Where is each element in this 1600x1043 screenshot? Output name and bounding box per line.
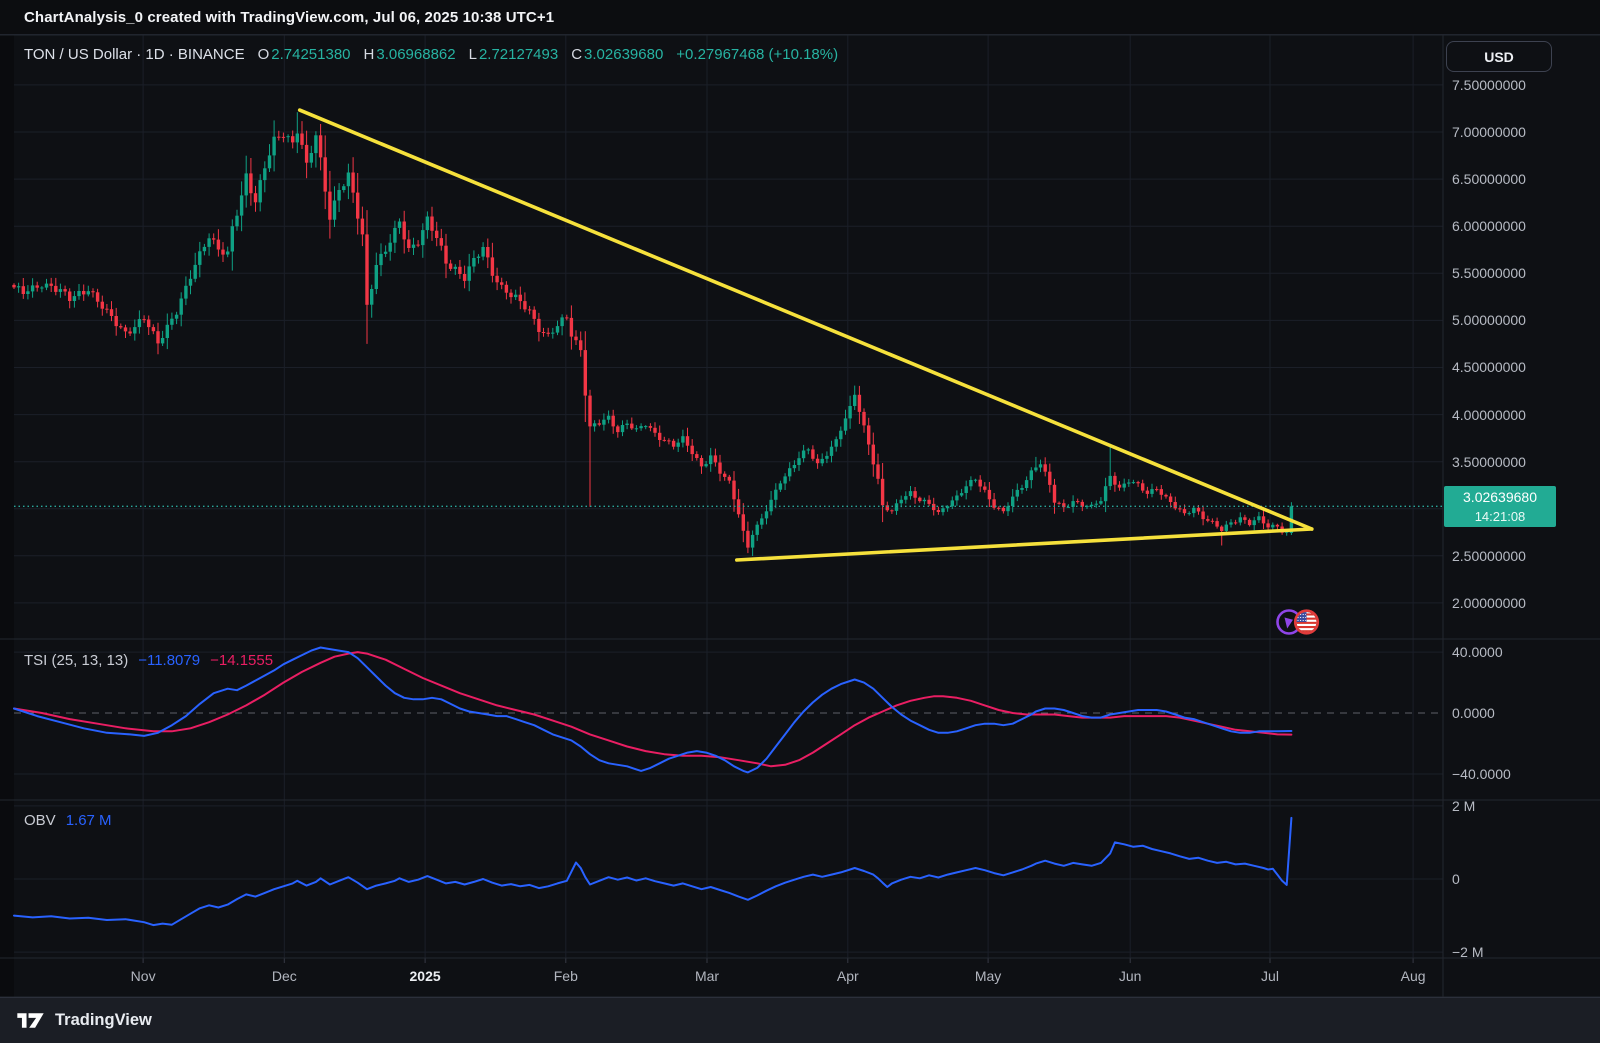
pair-logo — [1276, 609, 1320, 635]
obv-value: 1.67 M — [65, 812, 112, 829]
close-label: C — [571, 46, 583, 63]
currency-toggle-button[interactable]: USD — [1446, 41, 1552, 72]
tsi-axis-label: −40.0000 — [1452, 765, 1511, 782]
tsi-axis-label: 40.0000 — [1452, 644, 1503, 661]
price-axis-label: 6.00000000 — [1452, 218, 1526, 235]
high-label: H — [363, 46, 375, 63]
time-axis-label: 2025 — [409, 968, 441, 984]
grid-lines — [14, 35, 1443, 963]
obv-title: OBV — [24, 812, 56, 829]
price-axis-label: 4.00000000 — [1452, 406, 1526, 423]
left-edge-strip — [0, 35, 14, 997]
open-label: O — [257, 46, 270, 63]
obv-axis-label: −2 M — [1452, 944, 1484, 961]
tsi-title: TSI (25, 13, 13) — [24, 652, 129, 669]
ohlc-high: H 3.06968862 — [364, 46, 456, 63]
time-axis-label: Jun — [1118, 968, 1142, 984]
change-value: +0.27967468 (+10.18%) — [676, 46, 839, 63]
low-label: L — [468, 46, 477, 63]
price-axis-label: 6.50000000 — [1452, 171, 1526, 188]
time-axis-label: Dec — [271, 968, 297, 984]
price-axis-label: 3.50000000 — [1452, 453, 1526, 470]
tsi-axis-label: 0.0000 — [1452, 705, 1495, 722]
symbol-legend[interactable]: TON / US Dollar · 1D · BINANCE O 2.74251… — [24, 46, 838, 63]
time-axis-label: Nov — [130, 968, 156, 984]
price-axis-label: 7.50000000 — [1452, 76, 1526, 93]
price-axis-label: 2.00000000 — [1452, 594, 1526, 611]
indicator-lines — [13, 505, 1443, 927]
time-axis-label: Apr — [836, 968, 859, 984]
close-value: 3.02639680 — [584, 46, 664, 63]
trendline-drawings[interactable] — [297, 108, 1314, 562]
time-axis-label: May — [974, 968, 1002, 984]
bar-countdown: 14:21:08 — [1474, 509, 1526, 524]
tsi-legend[interactable]: TSI (25, 13, 13) −11.8079 −14.1555 — [24, 652, 273, 669]
ohlc-close: C 3.02639680 — [571, 46, 663, 63]
time-axis-label: Mar — [694, 968, 720, 984]
toncoin-glyph — [1284, 617, 1293, 629]
obv-axis-label: 2 M — [1452, 797, 1476, 814]
tradingview-logo-icon[interactable] — [16, 1011, 45, 1030]
ohlc-low: L 2.72127493 — [469, 46, 559, 63]
time-axis-label: Feb — [553, 968, 578, 984]
us-flag-icon — [1296, 612, 1317, 632]
us-flag-ring — [1293, 609, 1320, 635]
current-price-value: 3.02639680 — [1463, 489, 1537, 505]
high-value: 3.06968862 — [376, 46, 456, 63]
time-axis-label: Aug — [1400, 968, 1426, 984]
time-axis-label: Jul — [1261, 968, 1279, 984]
price-axis-label: 7.00000000 — [1452, 124, 1526, 140]
price-axis-label: 5.00000000 — [1452, 312, 1526, 329]
ohlc-open: O 2.74251380 — [258, 46, 351, 63]
current-price-badge: 3.02639680 14:21:08 — [1444, 486, 1556, 527]
obv-legend[interactable]: OBV 1.67 M — [24, 812, 112, 829]
symbol-description[interactable]: TON / US Dollar · 1D · BINANCE — [24, 46, 245, 63]
open-value: 2.74251380 — [271, 46, 351, 63]
tradingview-brand[interactable]: TradingView — [55, 1011, 152, 1029]
price-axis-label: 2.50000000 — [1452, 547, 1526, 564]
obv-axis-label: 0 — [1452, 871, 1460, 887]
price-axis-label: 5.50000000 — [1452, 265, 1526, 282]
footer-bar: TradingView — [0, 997, 1600, 1043]
low-value: 2.72127493 — [478, 46, 559, 63]
tsi-signal-value: −14.1555 — [210, 652, 274, 669]
tsi-value: −11.8079 — [138, 652, 201, 669]
price-axis-label: 4.50000000 — [1452, 359, 1526, 376]
chart-export-title: ChartAnalysis_0 created with TradingView… — [24, 8, 555, 26]
